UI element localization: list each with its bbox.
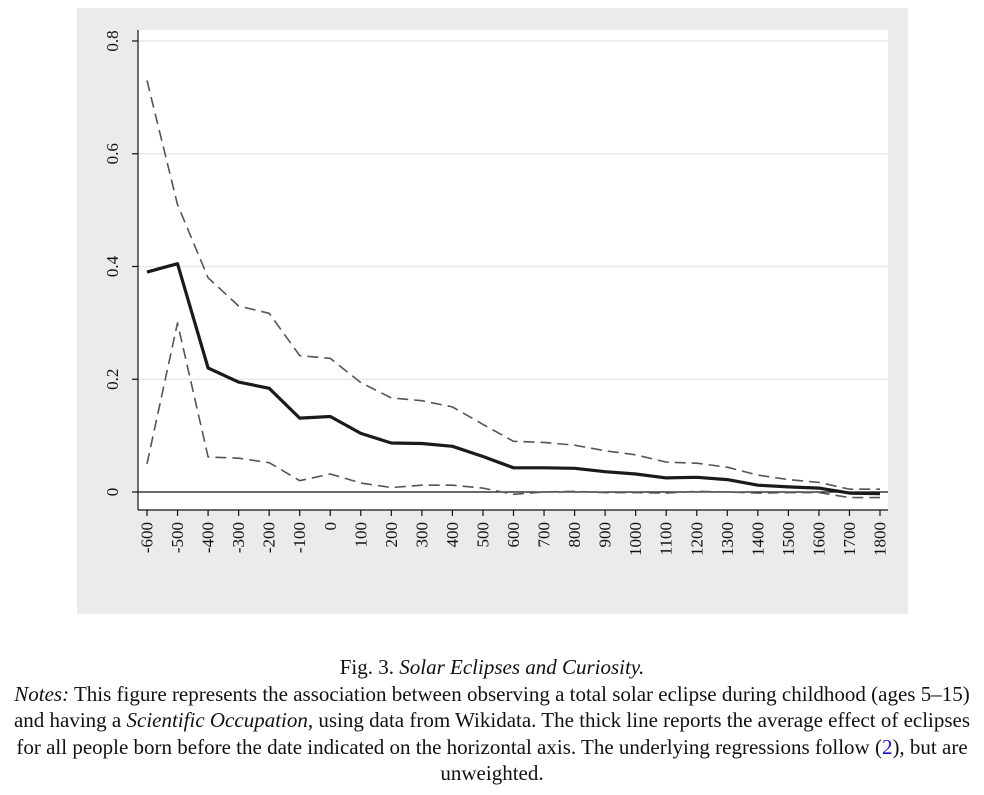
grid-lines xyxy=(138,40,888,380)
x-tick-label: 900 xyxy=(596,522,615,548)
x-tick-label: 500 xyxy=(473,522,492,548)
x-tick-label: 0 xyxy=(321,522,340,531)
x-tick-label: 400 xyxy=(443,522,462,548)
x-tick-label: 1400 xyxy=(748,522,767,556)
x-tick-label: -300 xyxy=(229,522,248,553)
confidence-band-line xyxy=(146,322,880,499)
x-tick-label: 1800 xyxy=(871,522,890,556)
y-tick-label: 0.2 xyxy=(103,369,122,390)
y-ticks: 0 0.2 0.4 0.6 0.8 xyxy=(103,30,138,496)
confidence-band-line xyxy=(146,80,880,491)
x-tick-label: 300 xyxy=(412,522,431,548)
series-lines xyxy=(146,80,881,499)
figure-title: Solar Eclipses and Curiosity. xyxy=(399,655,645,679)
notes-text-2: , using data from Wikidata. The thick li… xyxy=(16,708,971,759)
x-tick-label: 100 xyxy=(351,522,370,548)
figure-plot: 0 0.2 0.4 0.6 0.8 -600 -500 -400 -300 -200 -100 0 1… xyxy=(77,8,908,614)
notes-text-3: ), but are unweighted. xyxy=(440,734,968,786)
average-effect-line xyxy=(146,262,881,496)
x-tick-label: 600 xyxy=(504,522,523,548)
x-tick-label: 1000 xyxy=(626,522,645,556)
x-tick-label: -500 xyxy=(168,522,187,553)
y-tick-label: 0.8 xyxy=(103,30,122,51)
caption-notes: Notes: This figure represents the associ… xyxy=(0,681,984,787)
x-tick-label: -600 xyxy=(138,522,157,553)
x-tick-label: -200 xyxy=(260,522,279,553)
x-tick-label: 1300 xyxy=(718,522,737,556)
x-tick-label: 800 xyxy=(565,522,584,548)
notes-italic-term: Scientific Occupation xyxy=(126,708,308,732)
notes-label: Notes: xyxy=(14,681,70,706)
figure-label: Fig. 3. xyxy=(339,655,394,679)
x-tick-label: 1500 xyxy=(779,522,798,556)
x-tick-label: -100 xyxy=(290,522,309,553)
x-tick-label: 1700 xyxy=(840,522,859,556)
x-tick-label: 1200 xyxy=(687,522,706,556)
x-tick-label: 200 xyxy=(382,522,401,548)
figure-caption: Fig. 3. Solar Eclipses and Curiosity. No… xyxy=(0,654,984,787)
equation-ref-link[interactable]: 2 xyxy=(881,734,893,759)
plot-area xyxy=(138,30,888,510)
y-tick-label: 0 xyxy=(103,488,122,497)
caption-title-line: Fig. 3. Solar Eclipses and Curiosity. xyxy=(0,654,984,681)
x-tick-label: 1100 xyxy=(657,522,676,555)
x-tick-label: 700 xyxy=(535,522,554,548)
x-ticks: -600 -500 -400 -300 -200 -100 0 100 200 300 400 500… xyxy=(138,510,890,556)
notes-text-1: This figure represents the association b… xyxy=(13,681,970,733)
y-tick-label: 0.6 xyxy=(103,143,122,164)
x-tick-label: -400 xyxy=(199,522,218,553)
x-tick-label: 1600 xyxy=(809,522,828,556)
y-tick-label: 0.4 xyxy=(103,255,122,277)
